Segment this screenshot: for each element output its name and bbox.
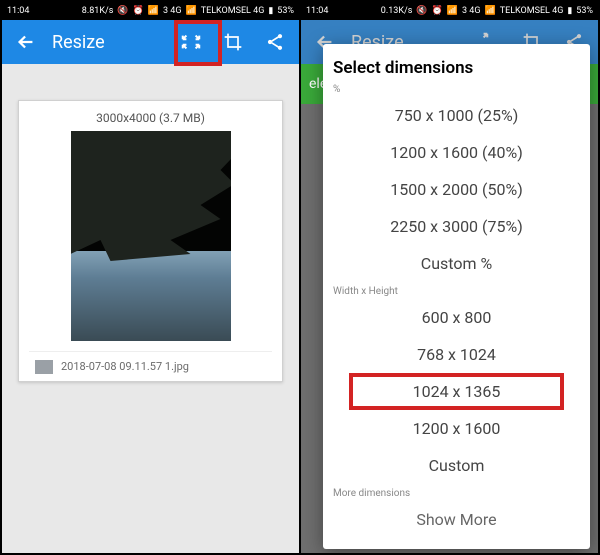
signal-2-icon: 📶: [185, 6, 196, 16]
resize-button[interactable]: [175, 26, 207, 58]
section-wh-label: Width x Height: [333, 286, 580, 297]
signal-1-icon: 📶: [447, 6, 458, 16]
wh-options: 600 x 800768 x 10241024 x 13651200 x 160…: [333, 299, 580, 484]
status-bar: 11:04 8.81K/s 🔇 ⏰ 📶 3 4G 📶 TELKOMSEL 4G …: [2, 2, 299, 20]
dialog-title: Select dimensions: [333, 58, 580, 78]
crop-button[interactable]: [217, 26, 249, 58]
status-battery: 53%: [576, 6, 593, 16]
battery-icon: ▮: [567, 6, 572, 16]
crop-icon: [223, 32, 243, 52]
status-carrier: TELKOMSEL 4G: [201, 6, 265, 16]
alarm-icon: ⏰: [133, 6, 144, 16]
wh-option[interactable]: 600 x 800: [333, 299, 580, 336]
alarm-icon: ⏰: [432, 6, 443, 16]
status-carrier: TELKOMSEL 4G: [500, 6, 564, 16]
arrow-left-icon: [15, 31, 37, 53]
tree-silhouette: [71, 131, 231, 261]
status-time: 11:04: [306, 6, 328, 16]
status-bar: 11:04 0.13K/s 🔇 ⏰ 📶 3 4G 📶 TELKOMSEL 4G …: [301, 2, 598, 20]
wh-option-selected[interactable]: 1024 x 1365: [349, 373, 564, 410]
percent-option[interactable]: 1500 x 2000 (50%): [333, 171, 580, 208]
app-bar: Resize: [2, 20, 299, 64]
screenshot-pair: 11:04 8.81K/s 🔇 ⏰ 📶 3 4G 📶 TELKOMSEL 4G …: [0, 0, 600, 555]
status-speed: 0.13K/s: [381, 6, 413, 16]
share-icon: [265, 32, 285, 52]
section-more-label: More dimensions: [333, 488, 580, 499]
percent-options: 750 x 1000 (25%)1200 x 1600 (40%)1500 x …: [333, 97, 580, 282]
image-thumbnail[interactable]: [71, 131, 231, 341]
filename-label: 2018-07-08 09.11.57 1.jpg: [61, 360, 189, 373]
share-button[interactable]: [259, 26, 291, 58]
percent-option[interactable]: 1200 x 1600 (40%): [333, 134, 580, 171]
screenshot-left: 11:04 8.81K/s 🔇 ⏰ 📶 3 4G 📶 TELKOMSEL 4G …: [1, 1, 300, 554]
section-percent-label: %: [333, 84, 580, 95]
wh-option[interactable]: Custom: [333, 447, 580, 484]
mute-icon: 🔇: [416, 6, 427, 16]
image-card: 3000x4000 (3.7 MB) 2018-07-08 09.11.57 1…: [18, 100, 283, 382]
image-file-icon: [35, 360, 53, 374]
mute-icon: 🔇: [117, 6, 128, 16]
wh-option[interactable]: 768 x 1024: [333, 336, 580, 373]
dimensions-dialog: Select dimensions % 750 x 1000 (25%)1200…: [323, 44, 590, 549]
back-button[interactable]: [10, 26, 42, 58]
status-battery: 53%: [277, 6, 294, 16]
appbar-title: Resize: [52, 32, 165, 53]
percent-option[interactable]: 2250 x 3000 (75%): [333, 208, 580, 245]
signal-1-icon: 📶: [148, 6, 159, 16]
screenshot-right: 11:04 0.13K/s 🔇 ⏰ 📶 3 4G 📶 TELKOMSEL 4G …: [300, 1, 599, 554]
status-sim1: 3 4G: [462, 6, 480, 16]
wh-option[interactable]: 1200 x 1600: [333, 410, 580, 447]
status-time: 11:04: [7, 6, 29, 16]
percent-option[interactable]: 750 x 1000 (25%): [333, 97, 580, 134]
signal-2-icon: 📶: [484, 6, 495, 16]
percent-option[interactable]: Custom %: [333, 245, 580, 282]
collapse-icon: [180, 31, 202, 53]
show-more-button[interactable]: Show More: [333, 501, 580, 538]
file-bar: 2018-07-08 09.11.57 1.jpg: [29, 351, 272, 381]
status-sim1: 3 4G: [163, 6, 181, 16]
image-meta: 3000x4000 (3.7 MB): [29, 111, 272, 125]
status-speed: 8.81K/s: [82, 6, 114, 16]
battery-icon: ▮: [268, 6, 273, 16]
